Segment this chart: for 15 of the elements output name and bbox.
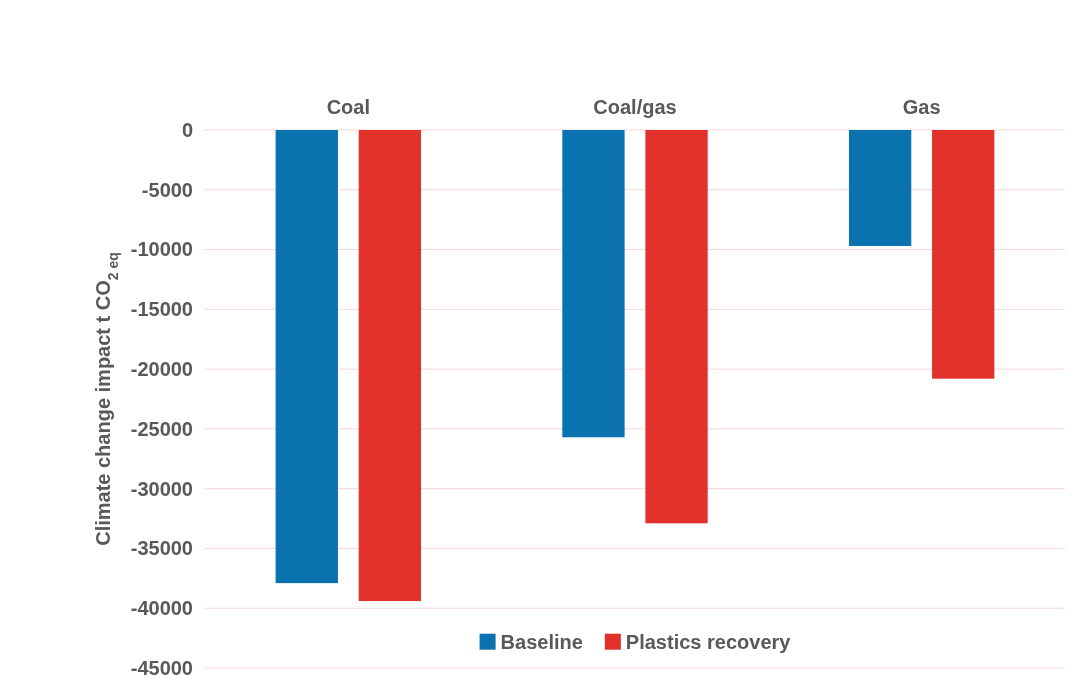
x-tick-label: Coal bbox=[326, 96, 371, 118]
legend-label: Baseline bbox=[500, 630, 583, 653]
x-tick-label: Gas bbox=[902, 96, 941, 118]
y-tick-label: -30000 bbox=[130, 477, 193, 500]
y-tick-label: -25000 bbox=[130, 417, 193, 440]
y-tick-label: -40000 bbox=[130, 597, 193, 620]
y-tick-label: -15000 bbox=[130, 298, 193, 321]
y-tick-label: -10000 bbox=[130, 238, 193, 261]
y-tick-label: 0 bbox=[181, 118, 193, 141]
y-tick-label: -5000 bbox=[141, 178, 193, 201]
legend-label: Plastics recovery bbox=[625, 630, 792, 653]
y-tick-label: -35000 bbox=[130, 537, 193, 560]
y-tick-label: -45000 bbox=[130, 656, 193, 679]
x-tick-label: Coal/gas bbox=[593, 96, 677, 118]
y-tick-label: -20000 bbox=[130, 358, 193, 381]
